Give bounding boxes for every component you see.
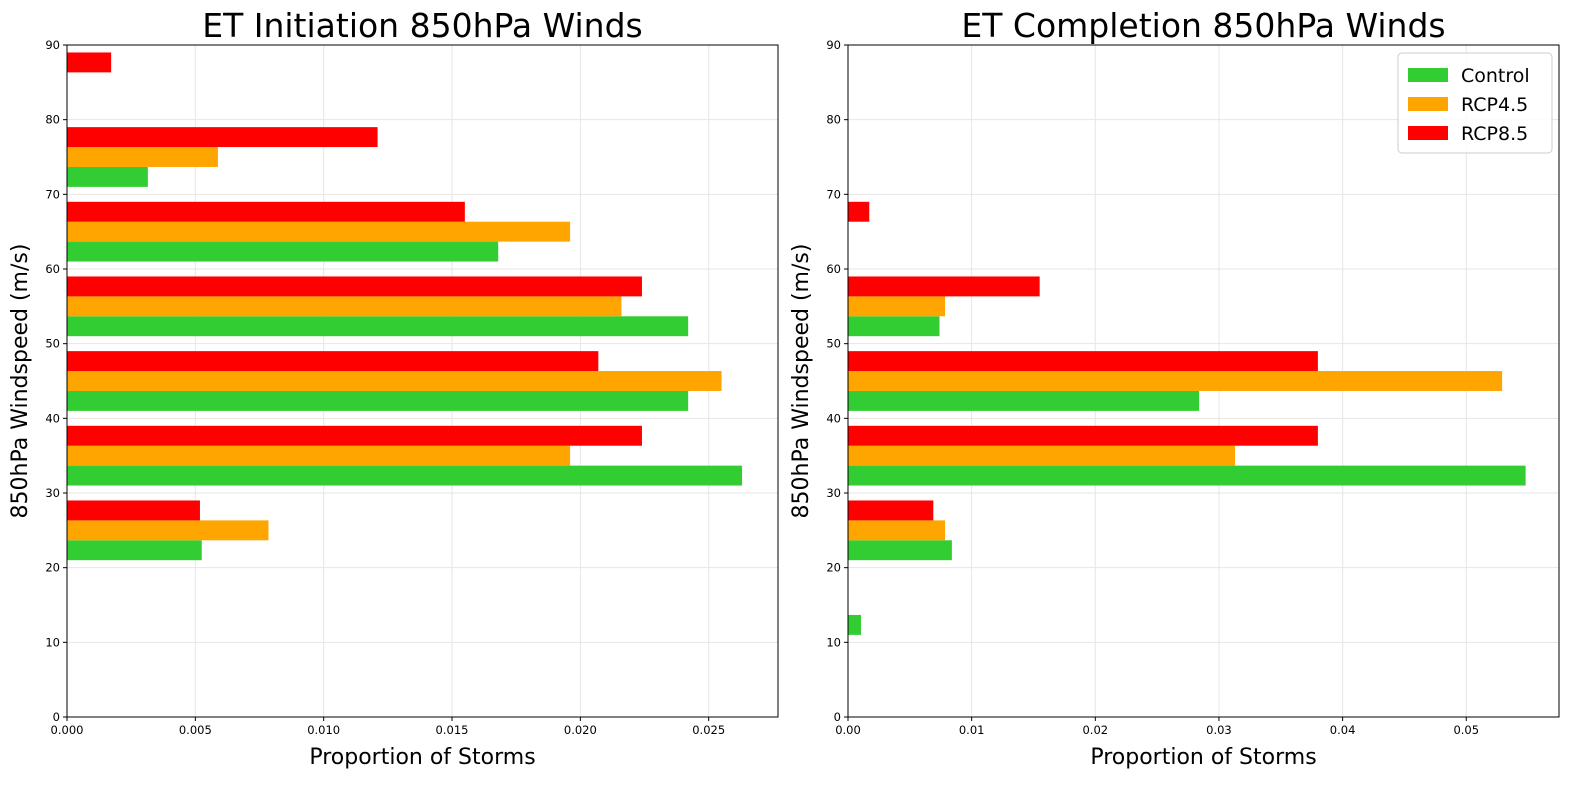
y-tick-label: 0 [834,710,841,724]
x-tick-label: 0.01 [959,723,985,737]
bar-control-50-60 [848,316,940,337]
y-tick-label: 60 [826,262,841,276]
legend-label: Control [1461,65,1530,87]
legend-label: RCP8.5 [1461,123,1528,145]
bar-control-20-30 [848,540,952,561]
bar-control-60-70 [67,241,499,262]
x-tick-label: 0.020 [564,723,597,737]
plot-frame [847,44,1560,718]
y-tick-label: 50 [826,337,841,351]
bar-rcp4-5-70-80 [67,147,218,167]
legend-swatch-rcp4-5 [1408,97,1448,111]
legend-swatch-control [1408,68,1448,82]
y-tick-label: 40 [45,411,60,425]
x-tick-label: 0.02 [1082,723,1108,737]
bar-control-50-60 [67,316,689,337]
bar-control-30-40 [67,465,743,486]
bar-rcp8-5-60-70 [67,201,465,222]
x-tick-label: 0.000 [51,723,84,737]
plot-frame [66,44,779,718]
x-axis-title: Proportion of Storms [309,745,535,770]
bar-rcp8-5-20-30 [848,500,934,521]
y-tick-label: 80 [45,113,60,127]
x-tick-label: 0.05 [1453,723,1479,737]
y-tick-label: 30 [45,486,60,500]
y-tick-label: 20 [826,561,841,575]
bar-rcp4-5-30-40 [67,445,571,466]
bar-rcp8-5-30-40 [67,425,642,446]
bar-rcp4-5-30-40 [848,445,1236,466]
bar-rcp8-5-70-80 [67,127,378,148]
x-tick-label: 0.015 [436,723,469,737]
y-tick-label: 10 [45,635,60,649]
bar-rcp8-5-80-90 [67,52,112,73]
y-tick-label: 30 [826,486,841,500]
x-tick-label: 0.04 [1330,723,1356,737]
chart-title: ET Initiation 850hPa Winds [202,6,643,45]
bar-rcp8-5-50-60 [848,276,1040,297]
x-tick-label: 0.00 [835,723,861,737]
y-tick-label: 70 [826,187,841,201]
y-axis-title: 850hPa Windspeed (m/s) [789,244,814,519]
x-tick-label: 0.03 [1206,723,1232,737]
bar-rcp4-5-20-30 [848,520,946,541]
y-tick-label: 10 [826,635,841,649]
bar-control-40-50 [67,390,689,411]
y-tick-label: 90 [45,38,60,52]
legend-swatch-rcp8-5 [1408,126,1448,140]
bar-rcp4-5-50-60 [848,296,946,317]
bar-rcp4-5-40-50 [67,371,722,391]
y-tick-label: 90 [826,38,841,52]
y-tick-label: 0 [53,710,60,724]
y-tick-label: 70 [45,187,60,201]
x-tick-label: 0.005 [179,723,212,737]
bar-rcp8-5-40-50 [67,351,599,372]
bar-rcp8-5-30-40 [848,425,1318,446]
x-axis-title: Proportion of Storms [1090,745,1316,770]
bar-control-40-50 [848,390,1200,411]
bar-control-30-40 [848,465,1526,486]
legend: Control RCP4.5 RCP8.5 [1397,52,1553,154]
legend-label: RCP4.5 [1461,94,1528,116]
y-tick-label: 20 [45,561,60,575]
bar-rcp4-5-20-30 [67,520,269,541]
chart-title: ET Completion 850hPa Winds [961,6,1445,45]
x-tick-label: 0.010 [307,723,340,737]
y-tick-label: 50 [45,337,60,351]
y-tick-label: 80 [826,113,841,127]
chart-panel-2: 0.00 0.01 0.02 0.03 0.04 0.05 0 10 20 30 40 50 60 70 8… [789,6,1560,770]
bar-rcp4-5-60-70 [67,221,571,242]
bar-rcp8-5-60-70 [848,201,870,222]
bar-control-70-80 [67,166,148,187]
bar-rcp8-5-20-30 [67,500,200,521]
bar-control-10-20 [848,614,861,635]
y-axis-title: 850hPa Windspeed (m/s) [8,244,33,519]
x-tick-label: 0.025 [692,723,725,737]
bar-rcp4-5-50-60 [67,296,622,317]
y-tick-label: 40 [826,411,841,425]
bar-control-20-30 [67,540,202,561]
bar-rcp8-5-50-60 [67,276,642,297]
bar-rcp4-5-40-50 [848,371,1503,391]
y-tick-label: 60 [45,262,60,276]
chart-panel-1: 0.000 0.005 0.010 0.015 0.020 0.025 0 10 20 30 40 5… [8,6,779,770]
bar-rcp8-5-40-50 [848,351,1318,372]
